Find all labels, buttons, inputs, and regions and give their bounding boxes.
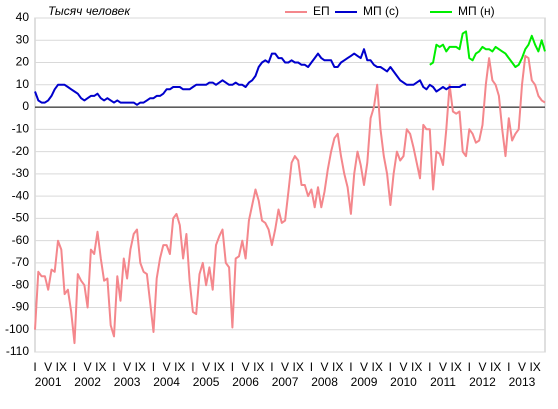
x-tick-label: I — [270, 360, 273, 374]
series-line — [34, 54, 546, 345]
x-tick-label: V — [242, 360, 250, 374]
x-tick-label: I — [73, 360, 76, 374]
y-tick-label: -20 — [12, 144, 30, 158]
chart-title: Тысяч человек — [48, 4, 131, 18]
x-tick-label: IX — [450, 360, 461, 374]
x-group-label: 2011 — [430, 375, 456, 389]
y-tick-label: -100 — [5, 322, 29, 336]
x-tick-label: I — [33, 360, 36, 374]
x-tick-label: IX — [95, 360, 106, 374]
x-tick-label: V — [400, 360, 408, 374]
x-tick-label: V — [281, 360, 289, 374]
x-tick-label: V — [84, 360, 92, 374]
x-tick-label: V — [321, 360, 329, 374]
legend-label: ЕП — [313, 4, 330, 18]
x-tick-label: V — [439, 360, 447, 374]
x-group-label: 2010 — [390, 375, 417, 389]
y-tick-label: -30 — [12, 166, 30, 180]
y-tick-label: 0 — [22, 99, 29, 113]
x-group-label: 2005 — [193, 375, 220, 389]
x-tick-label: V — [163, 360, 171, 374]
x-tick-label: IX — [135, 360, 146, 374]
y-tick-label: -80 — [12, 277, 30, 291]
x-tick-label: I — [191, 360, 194, 374]
x-tick-label: I — [389, 360, 392, 374]
x-tick-label: IX — [372, 360, 383, 374]
x-tick-label: V — [478, 360, 486, 374]
x-tick-label: IX — [253, 360, 264, 374]
x-tick-label: V — [123, 360, 131, 374]
y-tick-label: -70 — [12, 255, 30, 269]
y-tick-label: -60 — [12, 233, 30, 247]
legend-label: МП (н) — [458, 4, 495, 18]
x-tick-label: I — [310, 360, 313, 374]
x-group-label: 2003 — [114, 375, 141, 389]
x-tick-label: I — [231, 360, 234, 374]
x-tick-label: V — [202, 360, 210, 374]
x-group-label: 2009 — [351, 375, 378, 389]
y-tick-label: -40 — [12, 188, 30, 202]
y-tick-label: -110 — [6, 344, 29, 358]
x-tick-label: IX — [56, 360, 67, 374]
x-tick-label: I — [428, 360, 431, 374]
y-tick-label: 10 — [16, 77, 30, 91]
x-tick-label: IX — [529, 360, 540, 374]
x-tick-label: I — [468, 360, 471, 374]
x-tick-label: IX — [411, 360, 422, 374]
x-tick-label: IX — [174, 360, 185, 374]
x-tick-label: IX — [332, 360, 343, 374]
x-group-label: 2004 — [153, 375, 180, 389]
x-group-label: 2008 — [311, 375, 338, 389]
x-tick-label: I — [112, 360, 115, 374]
x-tick-label: V — [518, 360, 526, 374]
x-group-label: 2007 — [272, 375, 299, 389]
series-line — [34, 48, 466, 106]
x-group-label: 2013 — [509, 375, 536, 389]
x-group-label: 2001 — [35, 375, 62, 389]
x-group-label: 2006 — [232, 375, 259, 389]
x-tick-label: IX — [214, 360, 225, 374]
x-tick-label: I — [349, 360, 352, 374]
x-group-label: 2002 — [74, 375, 101, 389]
legend-label: МП (с) — [363, 4, 399, 18]
x-tick-label: IX — [490, 360, 501, 374]
y-tick-label: 20 — [16, 55, 30, 69]
y-tick-label: 40 — [16, 10, 30, 24]
x-tick-label: V — [44, 360, 52, 374]
y-tick-label: -90 — [12, 300, 30, 314]
x-tick-label: IX — [293, 360, 304, 374]
x-tick-label: I — [507, 360, 510, 374]
series-line — [429, 30, 546, 68]
y-tick-label: -50 — [12, 211, 30, 225]
x-tick-label: V — [360, 360, 368, 374]
x-group-label: 2012 — [469, 375, 496, 389]
y-tick-label: 30 — [16, 32, 30, 46]
x-tick-label: I — [152, 360, 155, 374]
y-tick-label: -10 — [12, 122, 30, 136]
